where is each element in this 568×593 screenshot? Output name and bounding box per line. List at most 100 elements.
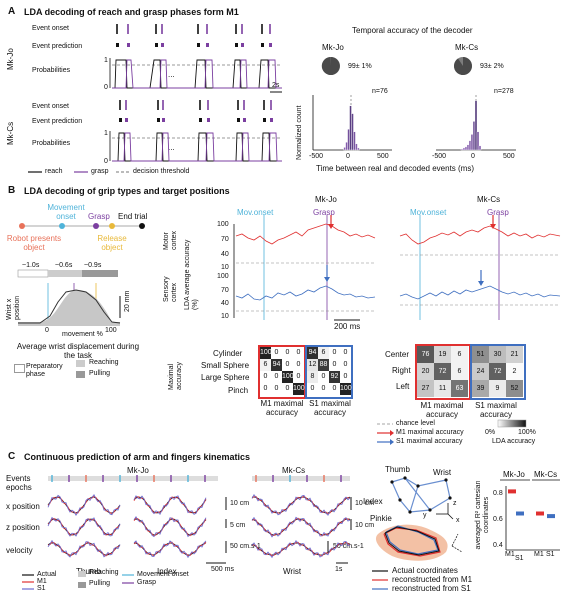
panel-c-letter: C bbox=[8, 451, 16, 462]
matrix-cell: 0 bbox=[318, 371, 329, 383]
axis-x: x bbox=[456, 517, 460, 524]
grasp-1: Grasp bbox=[313, 208, 335, 217]
movement-xlabel: movement % bbox=[62, 331, 103, 338]
matrix-cell: 20 bbox=[417, 363, 434, 380]
matrix-cell: 0 bbox=[318, 383, 329, 395]
kinematic-trace bbox=[133, 517, 207, 537]
kinematic-trace bbox=[133, 540, 207, 559]
matrix-cell: 2 bbox=[506, 363, 523, 380]
time-2: ~0.6s bbox=[55, 262, 73, 269]
probabilities-label-2: Probabilities bbox=[32, 140, 71, 147]
r2-x-3: M1 bbox=[534, 551, 544, 558]
kinematic-trace bbox=[47, 539, 121, 558]
events-epochs-label: Events epochs bbox=[6, 474, 32, 492]
matrix-cell: 0 bbox=[271, 371, 282, 383]
matrix-cell: 9 bbox=[489, 380, 506, 397]
velocity-label: velocity bbox=[6, 546, 33, 555]
pos-row-2: Right bbox=[392, 366, 411, 375]
release-object-label: Release object bbox=[97, 234, 127, 252]
hist-xtick-1: -500 bbox=[309, 153, 324, 160]
pulling-label: Pulling bbox=[89, 370, 111, 377]
matrix-cell: 63 bbox=[451, 380, 468, 397]
matrix-cell: 0 bbox=[293, 359, 304, 371]
legend-m1-c: M1 bbox=[37, 578, 47, 585]
x-tick-100: 100 bbox=[105, 327, 117, 334]
pos-row-1: Center bbox=[385, 350, 410, 359]
matrix-cell: 12 bbox=[307, 359, 318, 371]
hand-index-label: Index bbox=[363, 497, 383, 506]
legend-recon-s1: reconstructed from S1 bbox=[392, 584, 471, 593]
cbar-100: 100% bbox=[518, 429, 536, 436]
grasp-2: Grasp bbox=[487, 208, 509, 217]
matrix-cell: 0 bbox=[307, 383, 318, 395]
event-prediction-label-2: Event prediction bbox=[32, 118, 83, 125]
hist-xlabel: Time between real and decoded events (ms… bbox=[316, 164, 475, 173]
hist-right-title: Mk-Cs bbox=[455, 43, 479, 52]
wrist-label: Wrist bbox=[283, 567, 302, 576]
panel-b-title: LDA decoding of grip types and target po… bbox=[24, 186, 230, 196]
histogram-bar bbox=[478, 145, 482, 151]
matrix-cell: 0 bbox=[260, 383, 271, 395]
prep-swatch bbox=[14, 364, 25, 373]
robot-presents-label: Robot presents object bbox=[6, 234, 62, 252]
matrix-cell: 100 bbox=[340, 383, 352, 395]
matrix-cell: 76 bbox=[417, 346, 434, 363]
legend-grasp: grasp bbox=[91, 168, 109, 175]
pulling-swatch bbox=[76, 371, 85, 378]
matrix-cell: 0 bbox=[329, 383, 340, 395]
legend-reaching-c: Reaching bbox=[89, 569, 119, 576]
grip-row-2: Small Sphere bbox=[201, 361, 250, 370]
legend-threshold: decision threshold bbox=[133, 168, 190, 175]
r2-tick-1: 0.8 bbox=[493, 490, 503, 497]
histogram-bar bbox=[357, 147, 360, 151]
matrix-cell: 0 bbox=[293, 371, 304, 383]
hist-xtick-3: 500 bbox=[377, 153, 389, 160]
cbar-0: 0% bbox=[485, 429, 496, 436]
matrix-cell: 100 bbox=[260, 347, 272, 359]
legend-actual: Actual bbox=[37, 571, 57, 578]
scale-200ms: 200 ms bbox=[334, 322, 361, 331]
prob-tick-0b: 0 bbox=[104, 158, 108, 165]
matrix-cell: 88 bbox=[318, 359, 329, 371]
hist-left-acc: 99± 1% bbox=[348, 63, 372, 70]
legend-reach: reach bbox=[45, 168, 63, 175]
grip-row-1: Cylinder bbox=[213, 349, 243, 358]
reaching-swatch bbox=[76, 360, 85, 367]
scale-5cm: 5 cm bbox=[230, 522, 246, 529]
hist-xtick-2: 0 bbox=[346, 153, 350, 160]
matrix-cell: 0 bbox=[329, 347, 340, 359]
thumb-label: Thumb bbox=[76, 567, 101, 576]
grip-row-3: Large Sphere bbox=[201, 373, 250, 382]
matrix-cell: 24 bbox=[472, 363, 489, 380]
histogram-bar bbox=[355, 143, 358, 151]
matrix-cell: 6 bbox=[318, 347, 329, 359]
matrix-cell: 0 bbox=[340, 359, 351, 371]
prep-label: Preparatory phase bbox=[26, 363, 63, 378]
hist-xtick-4: -500 bbox=[432, 153, 447, 160]
hand-wrist-label: Wrist bbox=[433, 468, 452, 477]
matrix-cell: 19 bbox=[434, 346, 451, 363]
scale-50-2: 50 cm.s-1 bbox=[333, 543, 364, 550]
matrix-cell: 0 bbox=[260, 371, 271, 383]
axis-z: z bbox=[453, 500, 457, 507]
matrix-cell: 0 bbox=[282, 383, 293, 395]
matrix-cell: 0 bbox=[340, 371, 351, 383]
avg-displacement-label: Average wrist displacement during the ta… bbox=[16, 342, 140, 360]
kinematic-trace bbox=[251, 539, 351, 559]
hist-xtick-5: 0 bbox=[471, 153, 475, 160]
temporal-title: Temporal accuracy of the decoder bbox=[352, 26, 473, 35]
histogram-bar bbox=[474, 100, 478, 151]
s1-max-label-2: S1 maximal accuracy bbox=[475, 401, 517, 419]
z-position-label: z position bbox=[6, 523, 40, 532]
legend-pulling-c: Pulling bbox=[89, 580, 111, 587]
matrix-cell: 0 bbox=[282, 347, 293, 359]
matrix-cell: 0 bbox=[329, 359, 340, 371]
b-mkcs: Mk-Cs bbox=[477, 195, 501, 204]
pos-row-3: Left bbox=[396, 382, 410, 391]
hist-right-acc: 93± 2% bbox=[480, 63, 504, 70]
hist-xtick-6: 500 bbox=[503, 153, 515, 160]
r2-x-4: S1 bbox=[546, 551, 555, 558]
